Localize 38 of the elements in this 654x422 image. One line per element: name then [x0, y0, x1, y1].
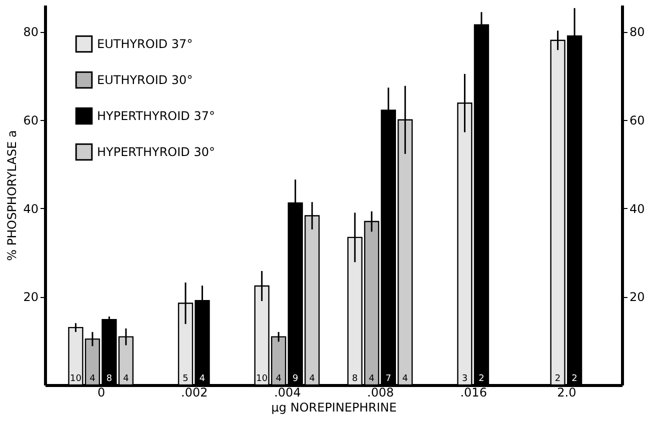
- legend-label: EUTHYROID 30°: [97, 73, 193, 87]
- annotation: 2: [572, 374, 578, 384]
- x-tick-label: 0: [98, 386, 106, 400]
- annotation: 10: [70, 374, 82, 384]
- annotation: 4: [90, 374, 96, 384]
- annotation: 5: [182, 374, 188, 384]
- y2-tick-label: 40: [630, 202, 645, 216]
- legend-label: HYPERTHYROID 30°: [97, 145, 215, 159]
- x-tick-label: .002: [181, 386, 208, 400]
- annotation: 2: [478, 374, 484, 384]
- annotation: 2: [554, 374, 561, 384]
- annotation: 4: [123, 374, 130, 384]
- x-tick-label: 2.0: [557, 386, 576, 400]
- y-tick-label: 40: [23, 202, 38, 216]
- y-tick-label: 80: [23, 25, 38, 40]
- y-tick-label: 20: [23, 290, 38, 304]
- annotation: 3: [462, 374, 468, 384]
- annotation: 10: [256, 374, 268, 384]
- y2-tick-label: 80: [630, 25, 645, 40]
- annotation: 4: [199, 374, 206, 384]
- y2-tick-label: 60: [630, 113, 645, 128]
- annotation: 4: [368, 374, 375, 384]
- legend-label: EUTHYROID 37°: [97, 37, 193, 51]
- annotation: 4: [402, 374, 408, 384]
- annotation: 4: [309, 374, 316, 384]
- x-tick-label: .004: [274, 386, 301, 400]
- annotation: 7: [386, 374, 392, 384]
- annotation: 9: [292, 374, 298, 384]
- annotation: 8: [352, 374, 358, 384]
- y-axis-title: % PHOSPHORYLASE a: [5, 130, 20, 261]
- x-axis-title: μg NOREPINEPHRINE: [271, 400, 397, 414]
- y-tick-label: 60: [23, 113, 38, 128]
- annotation: 8: [106, 374, 112, 384]
- legend-label: HYPERTHYROID 37°: [97, 109, 215, 123]
- x-tick-label: .016: [460, 386, 487, 400]
- y2-tick-label: 20: [630, 290, 645, 304]
- annotation: 4: [276, 374, 282, 384]
- x-tick-label: .008: [367, 386, 394, 400]
